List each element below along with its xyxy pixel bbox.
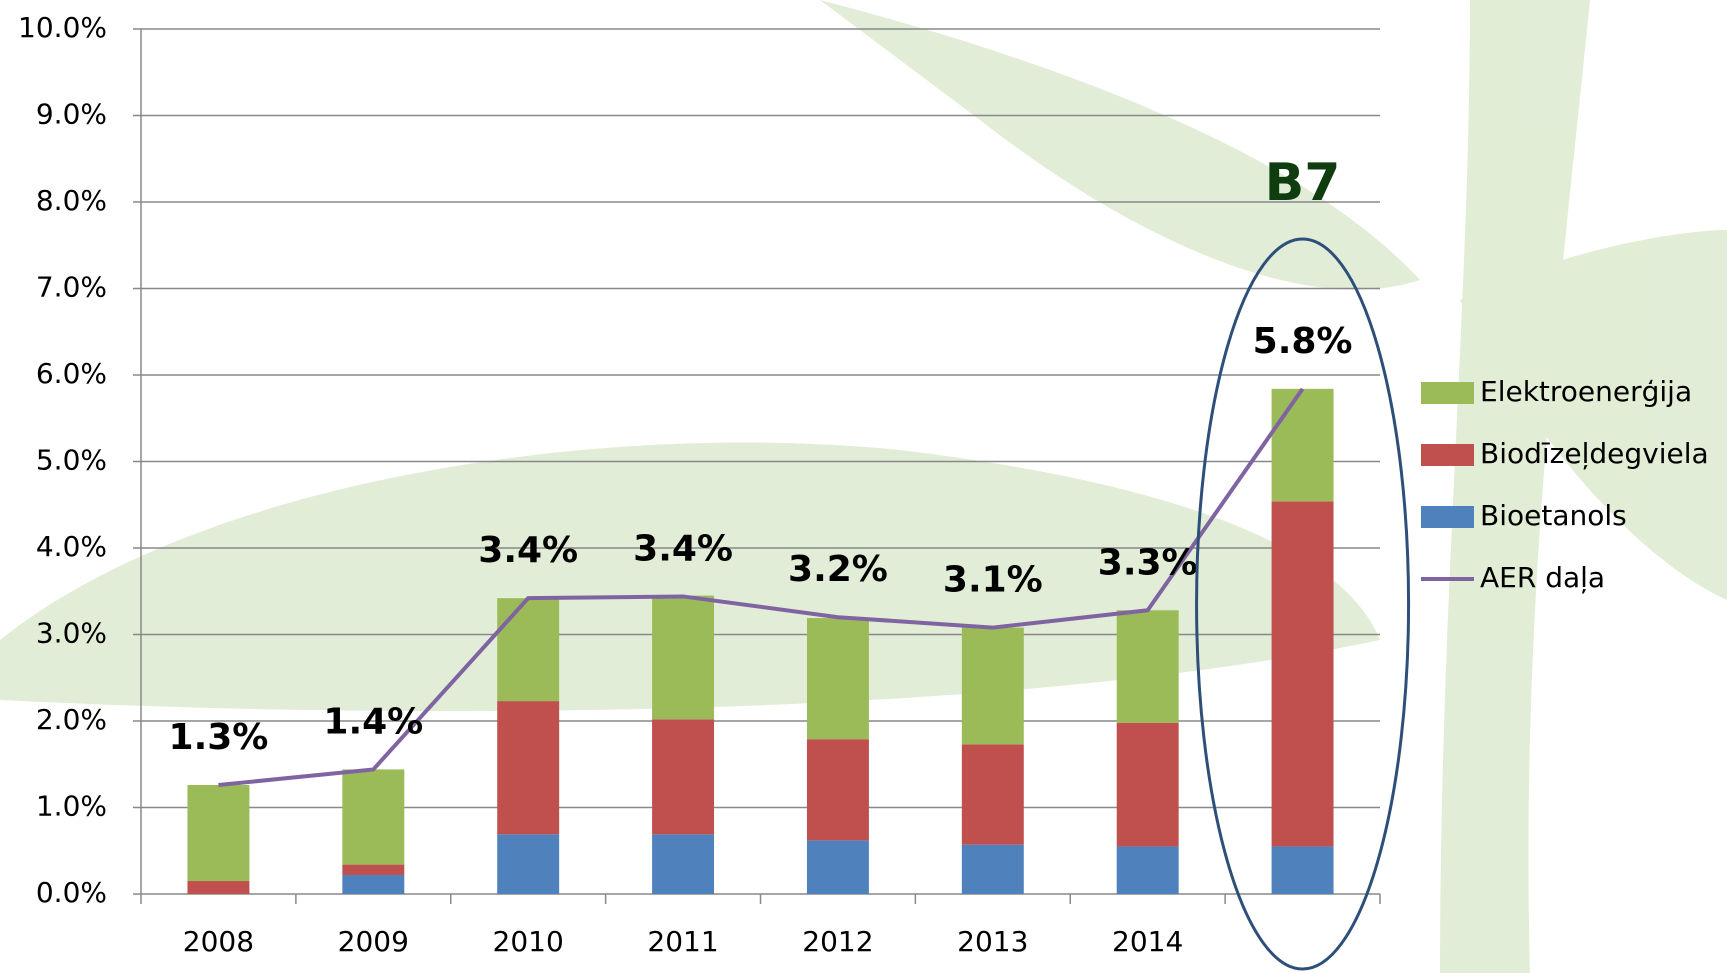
legend-label: AER daļa bbox=[1480, 561, 1605, 594]
y-tick-label: 10.0% bbox=[18, 11, 107, 44]
value-label: 1.3% bbox=[169, 717, 269, 758]
value-label: 3.2% bbox=[788, 549, 888, 590]
value-label: 1.4% bbox=[323, 701, 423, 742]
y-tick-label: 6.0% bbox=[36, 357, 107, 390]
y-tick-label: 4.0% bbox=[36, 530, 107, 563]
bar-segment bbox=[652, 596, 714, 720]
stem bbox=[1440, 0, 1590, 973]
bar-segment bbox=[342, 769, 404, 864]
y-tick-label: 8.0% bbox=[36, 184, 107, 217]
bar-segment bbox=[497, 598, 559, 701]
bar-segment bbox=[1117, 610, 1179, 722]
bar-segment bbox=[497, 834, 559, 894]
page: 0.0% 1.0% 2.0% 3.0% 4.0% 5.0% 6.0% 7.0% 8.0% 9.0%… bbox=[0, 0, 1727, 973]
bar-segment bbox=[497, 701, 559, 834]
bar-segment bbox=[342, 875, 404, 894]
bar-segment bbox=[342, 865, 404, 875]
x-tick-label: 2014 bbox=[1112, 925, 1183, 958]
bar-segment bbox=[1272, 501, 1334, 846]
y-tick-label: 5.0% bbox=[36, 444, 107, 477]
value-label: 3.4% bbox=[478, 530, 578, 571]
bar-segment bbox=[807, 739, 869, 840]
x-tick-label: 2008 bbox=[183, 925, 254, 958]
bar-segment bbox=[652, 834, 714, 894]
y-tick-label: 9.0% bbox=[36, 98, 107, 131]
bar-segment bbox=[807, 618, 869, 739]
y-tick-label: 3.0% bbox=[36, 617, 107, 650]
annotation: B7 bbox=[1265, 153, 1341, 213]
y-tick-label: 0.0% bbox=[36, 876, 107, 909]
bar-segment bbox=[807, 840, 869, 894]
bar-segment bbox=[1272, 389, 1334, 501]
x-tick-label: 2011 bbox=[647, 925, 718, 958]
bar-segment bbox=[187, 881, 249, 894]
value-label: 5.8% bbox=[1253, 321, 1353, 362]
chart: 0.0% 1.0% 2.0% 3.0% 4.0% 5.0% 6.0% 7.0% 8.0% 9.0%… bbox=[0, 0, 1727, 973]
leaf bbox=[820, 0, 1420, 290]
legend-swatch bbox=[1421, 444, 1474, 466]
bar-segment bbox=[962, 845, 1024, 894]
value-label: 3.3% bbox=[1098, 542, 1198, 583]
y-tick-label: 7.0% bbox=[36, 271, 107, 304]
y-tick-label: 1.0% bbox=[36, 790, 107, 823]
x-tick-label: 2009 bbox=[338, 925, 409, 958]
bar-segment bbox=[1272, 846, 1334, 894]
bar-segment bbox=[962, 744, 1024, 844]
bar-segment bbox=[1117, 846, 1179, 894]
bar-segment bbox=[652, 719, 714, 834]
value-label: 3.4% bbox=[633, 528, 733, 569]
value-label: 3.1% bbox=[943, 560, 1043, 601]
bar-segment bbox=[1117, 723, 1179, 847]
legend-label: Bioetanols bbox=[1480, 499, 1627, 532]
x-tick-label: 2012 bbox=[802, 925, 873, 958]
legend-swatch bbox=[1421, 382, 1474, 404]
x-tick-label: 2013 bbox=[957, 925, 1028, 958]
bar-segment bbox=[962, 628, 1024, 745]
y-tick-label: 2.0% bbox=[36, 703, 107, 736]
bar-segment bbox=[187, 785, 249, 881]
legend-label: Biodīzeļdegviela bbox=[1480, 437, 1709, 470]
legend-swatch bbox=[1421, 506, 1474, 528]
x-tick-label: 2010 bbox=[493, 925, 564, 958]
legend-label: Elektroenerģija bbox=[1480, 375, 1692, 408]
